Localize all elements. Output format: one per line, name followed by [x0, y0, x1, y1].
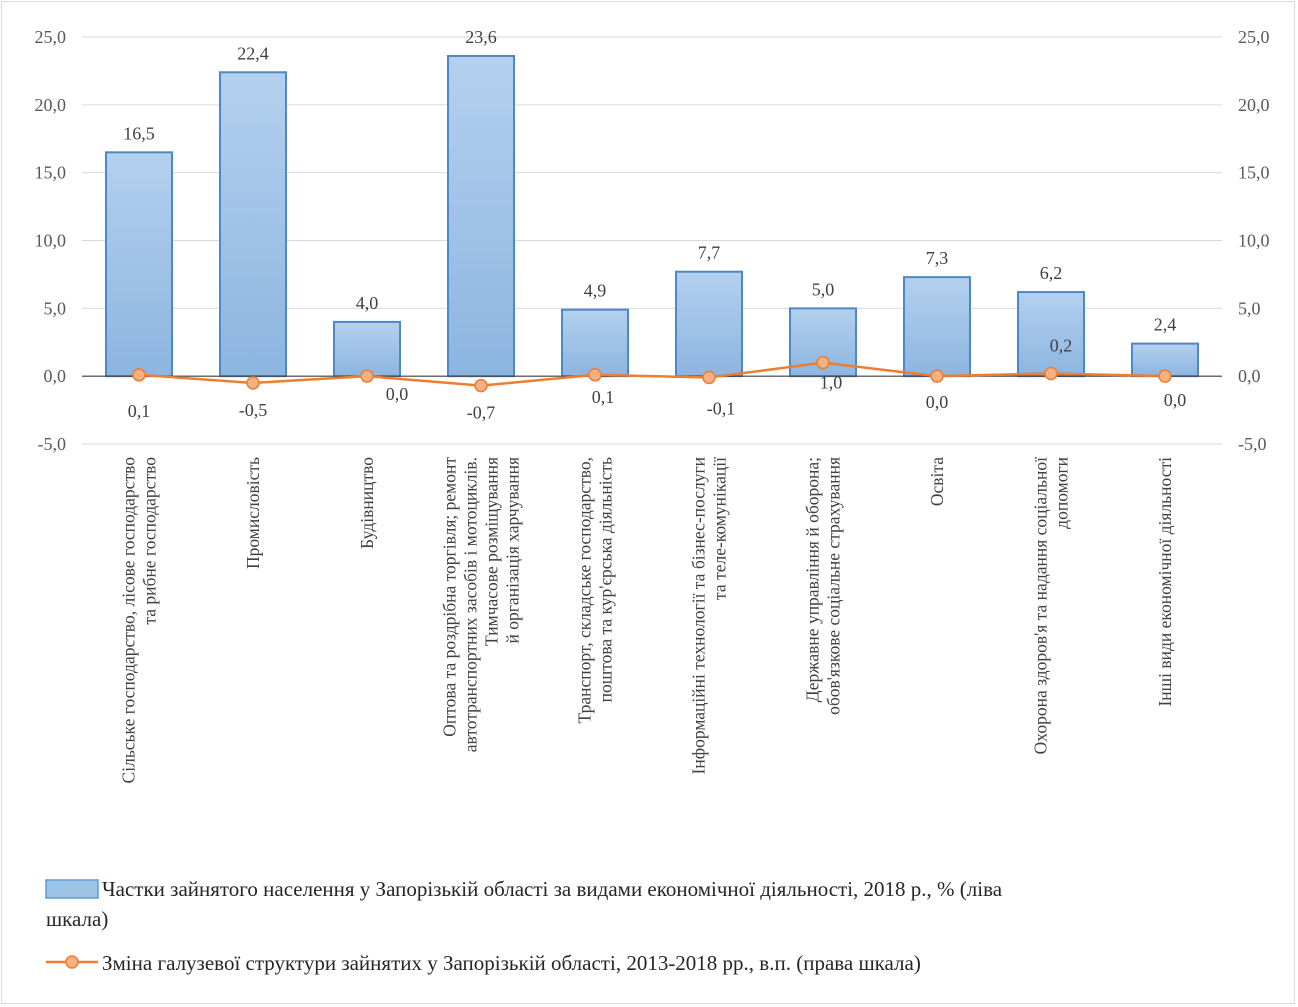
line-point — [702, 370, 716, 385]
line-value-label: 0,1 — [592, 387, 615, 407]
right-tick-label: 20,0 — [1238, 95, 1270, 115]
right-axis: -5,0 0,0 5,0 10,0 15,0 20,0 25,0 — [1238, 27, 1270, 454]
left-tick-label: 10,0 — [35, 231, 67, 251]
category-label-line: Охорона здоров'я та надання соціальної — [1031, 457, 1051, 755]
left-tick-label: 5,0 — [44, 298, 67, 318]
line-point — [930, 369, 944, 383]
category-label: Транспорт, складське господарство, поштов… — [575, 457, 616, 723]
line-series — [132, 355, 1172, 393]
bar-value-label: 16,5 — [123, 123, 155, 143]
right-tick-label: 0,0 — [1238, 366, 1261, 386]
line-value-label: 0,0 — [1164, 390, 1187, 410]
category-label-line: Будівництво — [357, 457, 377, 549]
category-label: Інші види економічної діяльності — [1155, 457, 1175, 707]
legend-line-text: Зміна галузевої структури зайнятих у Зап… — [102, 951, 921, 975]
left-tick-label: 0,0 — [44, 366, 67, 386]
line-value-label: 0,0 — [386, 384, 409, 404]
right-tick-label: 10,0 — [1238, 231, 1270, 251]
category-label-line: допомоги — [1052, 457, 1072, 529]
bar-data-labels: 16,5 22,4 4,0 23,6 4,9 7,7 5,0 7,3 6,2 2,4 — [123, 27, 1176, 335]
line-point — [1044, 366, 1058, 381]
bar — [447, 54, 515, 378]
left-tick-label: 20,0 — [35, 95, 67, 115]
right-tick-label: 5,0 — [1238, 298, 1261, 318]
bar-value-label: 4,9 — [584, 281, 607, 301]
bar-series — [105, 54, 1199, 378]
line-point — [132, 368, 146, 382]
line-point — [474, 378, 488, 393]
left-axis: -5,0 0,0 5,0 10,0 15,0 20,0 25,0 — [35, 27, 67, 454]
category-labels: Сільське господарство, лісове господарст… — [119, 457, 1176, 784]
line-value-label: 0,2 — [1050, 335, 1073, 355]
category-label-line: Державне управління й оборона; — [803, 457, 823, 702]
category-label-line: Інші види економічної діяльності — [1155, 457, 1175, 707]
category-label-line: Освіта — [927, 457, 947, 506]
category-label-line: Промисловість — [243, 457, 263, 569]
left-tick-label: 25,0 — [35, 27, 67, 47]
bar-value-label: 6,2 — [1040, 263, 1063, 283]
bar-value-label: 22,4 — [237, 43, 269, 63]
line-value-label: -0,5 — [239, 400, 268, 420]
category-label-line: поштова та кур'єрська діяльність — [596, 457, 616, 702]
category-label-line: Транспорт, складське господарство, — [575, 457, 595, 723]
category-label: Промисловість — [243, 457, 263, 569]
legend-bar-text-line1: Частки зайнятого населення у Запорізькій… — [102, 877, 1003, 901]
category-label: Сільське господарство, лісове господарст… — [119, 457, 160, 784]
category-label: Освіта — [927, 457, 947, 506]
right-tick-label: -5,0 — [1238, 434, 1267, 454]
line-point — [246, 376, 260, 390]
legend-bar-swatch — [45, 879, 99, 899]
bar — [675, 270, 743, 378]
category-label-line: Інформаційні технології та бізнес-послуг… — [689, 457, 709, 774]
legend-line-marker — [65, 955, 79, 969]
category-label-line: та теле-комунікації — [710, 457, 730, 600]
category-label: Охорона здоров'я та надання соціальної до… — [1031, 457, 1072, 755]
bar-value-label: 4,0 — [356, 293, 379, 313]
line-point — [816, 355, 830, 370]
bar — [105, 151, 173, 378]
line-data-labels: 0,1 -0,5 0,0 -0,7 0,1 -0,1 1,0 0,0 0,2 0,0 — [128, 335, 1187, 422]
line-point — [588, 368, 602, 382]
category-label-line: Сільське господарство, лісове господарст… — [119, 457, 139, 784]
category-label: Будівництво — [357, 457, 377, 549]
category-label-line: Тимчасове розміщування — [482, 457, 502, 646]
bar-value-label: 23,6 — [465, 27, 497, 47]
legend-bar-text-line2: шкала) — [46, 907, 108, 931]
bar — [1017, 291, 1085, 378]
bar — [333, 320, 401, 378]
line-value-label: 1,0 — [820, 373, 843, 393]
legend: Частки зайнятого населення у Запорізькій… — [45, 877, 1003, 975]
line-point — [1158, 369, 1172, 383]
bar — [219, 71, 287, 378]
bar-value-label: 2,4 — [1154, 315, 1177, 335]
line-point — [360, 369, 374, 383]
left-tick-label: -5,0 — [38, 434, 67, 454]
right-tick-label: 15,0 — [1238, 163, 1270, 183]
category-label-line: автотранспортних засобів і мотоциклів. — [461, 457, 481, 752]
category-label: Оптова та роздрібна торгівля; ремонт авто… — [440, 457, 523, 753]
category-label: Державне управління й оборона; обов'язков… — [803, 457, 844, 715]
category-label-line: обов'язкове соціальне страхування — [824, 457, 844, 715]
line-path — [138, 361, 1166, 387]
category-label-line: та рибне господарство — [140, 457, 160, 625]
category-label: Інформаційні технології та бізнес-послуг… — [689, 457, 730, 775]
category-label-line: й організація харчування — [503, 457, 523, 643]
line-value-label: 0,1 — [128, 401, 151, 421]
line-value-label: -0,1 — [707, 399, 736, 419]
left-tick-label: 15,0 — [35, 163, 67, 183]
line-value-label: -0,7 — [467, 403, 496, 423]
right-tick-label: 25,0 — [1238, 27, 1270, 47]
bar-value-label: 7,7 — [698, 243, 721, 263]
bar-value-label: 7,3 — [926, 248, 949, 268]
line-value-label: 0,0 — [926, 392, 949, 412]
bar — [561, 308, 629, 378]
category-label-line: Оптова та роздрібна торгівля; ремонт — [440, 457, 460, 737]
bar-value-label: 5,0 — [812, 279, 835, 299]
bar — [903, 276, 971, 378]
